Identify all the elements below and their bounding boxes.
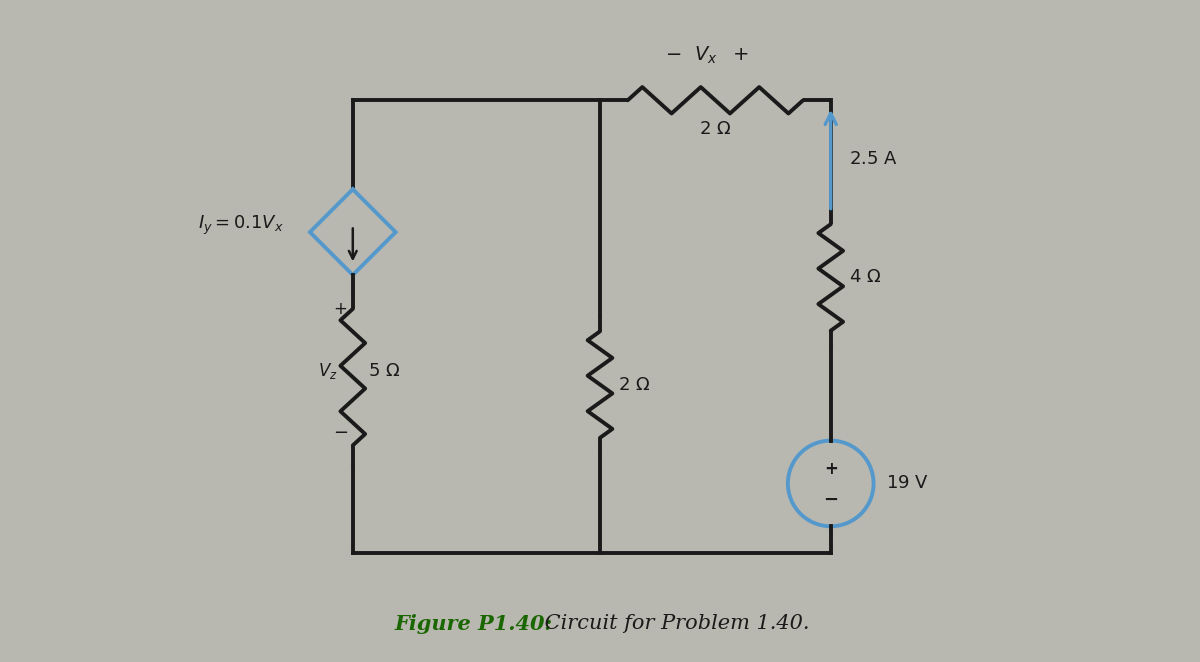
Text: $4\ \Omega$: $4\ \Omega$ [848,268,881,287]
Text: Figure P1.40:: Figure P1.40: [394,614,552,634]
Text: −: − [332,424,348,442]
Text: $5\ \Omega$: $5\ \Omega$ [367,362,400,380]
Text: $I_y = 0.1V_x$: $I_y = 0.1V_x$ [198,214,283,237]
Text: $19\ \mathrm{V}$: $19\ \mathrm{V}$ [886,475,929,493]
Text: +: + [823,461,838,479]
Text: $V_z$: $V_z$ [318,361,338,381]
Text: $2.5\ \mathrm{A}$: $2.5\ \mathrm{A}$ [848,150,898,168]
Text: $-\ \ V_x\ \ +$: $-\ \ V_x\ \ +$ [665,44,749,66]
Text: Circuit for Problem 1.40.: Circuit for Problem 1.40. [538,614,810,633]
Text: −: − [823,491,839,509]
Text: +: + [334,300,347,318]
Text: $2\ \Omega$: $2\ \Omega$ [700,120,732,138]
Text: $2\ \Omega$: $2\ \Omega$ [618,375,650,394]
